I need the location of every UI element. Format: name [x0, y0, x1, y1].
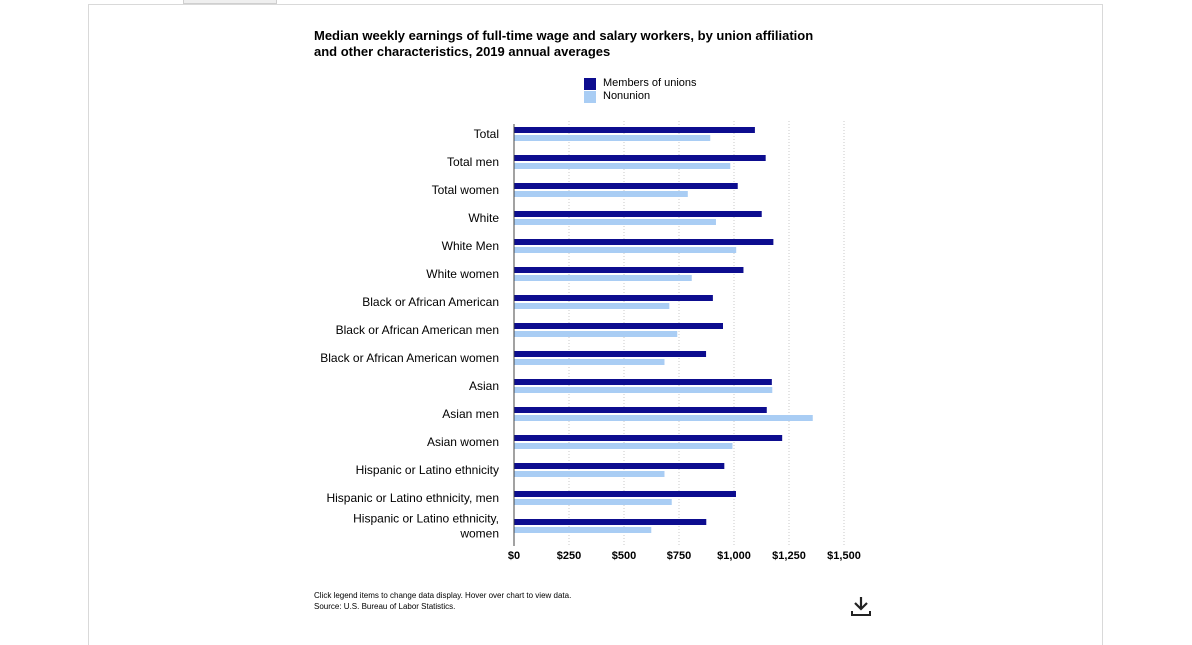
x-tick-label-1: $250: [557, 550, 581, 562]
category-label-asian-women: Asian women: [427, 435, 499, 449]
bar-nonunion-total[interactable]: [514, 135, 711, 141]
bar-nonunion-hispanic-or-latino-ethnicity[interactable]: [514, 471, 665, 477]
bar-members-of-unions-asian[interactable]: [514, 379, 772, 385]
legend-label-members-of-unions: Members of unions: [603, 77, 697, 89]
category-label-black-or-african-american-men: Black or African American men: [336, 323, 499, 337]
x-tick-label-0: $0: [508, 550, 520, 562]
chart-legend: Members of unions Nonunion: [584, 77, 697, 103]
bar-members-of-unions-white-men[interactable]: [514, 239, 774, 245]
bar-members-of-unions-white[interactable]: [514, 211, 762, 217]
bar-nonunion-asian-men[interactable]: [514, 415, 813, 421]
chart-title-line-2: and other characteristics, 2019 annual a…: [314, 44, 611, 59]
bar-nonunion-total-men[interactable]: [514, 163, 731, 169]
category-label-hispanic-or-latino-ethnicity-women-line-2: women: [459, 527, 499, 541]
category-label-total: Total: [474, 127, 499, 141]
bar-members-of-unions-white-women[interactable]: [514, 267, 744, 273]
bar-nonunion-black-or-african-american-men[interactable]: [514, 331, 678, 337]
x-tick-label-6: $1,500: [827, 550, 861, 562]
bar-members-of-unions-asian-women[interactable]: [514, 435, 783, 441]
x-tick-label-4: $1,000: [717, 550, 751, 562]
bar-members-of-unions-black-or-african-american-men[interactable]: [514, 323, 723, 329]
download-icon-glyph: [851, 597, 871, 616]
bar-nonunion-white-women[interactable]: [514, 275, 692, 281]
bar-members-of-unions-total-men[interactable]: [514, 155, 766, 161]
bar-chart[interactable]: Total Total men Total women White White Men W…: [0, 0, 1192, 620]
category-label-total-women: Total women: [432, 183, 499, 197]
chart-panel: [88, 4, 1103, 645]
legend-item-members-of-unions[interactable]: Members of unions: [584, 77, 697, 90]
bar-nonunion-hispanic-or-latino-ethnicity-women[interactable]: [514, 527, 652, 533]
bar-nonunion-asian[interactable]: [514, 387, 773, 393]
bar-nonunion-white-men[interactable]: [514, 247, 737, 253]
tab-stub[interactable]: [183, 0, 277, 4]
category-label-hispanic-or-latino-ethnicity: Hispanic or Latino ethnicity: [356, 463, 499, 477]
bar-nonunion-hispanic-or-latino-ethnicity-men[interactable]: [514, 499, 672, 505]
footnote-source: Source: U.S. Bureau of Labor Statistics.: [314, 602, 456, 611]
x-tick-label-2: $500: [612, 550, 636, 562]
category-label-asian: Asian: [469, 379, 499, 393]
bar-nonunion-black-or-african-american[interactable]: [514, 303, 670, 309]
bar-members-of-unions-hispanic-or-latino-ethnicity-women[interactable]: [514, 519, 707, 525]
category-label-black-or-african-american: Black or African American: [362, 295, 499, 309]
bar-members-of-unions-asian-men[interactable]: [514, 407, 767, 413]
category-label-white-men: White Men: [442, 239, 499, 253]
chart-title: Median weekly earnings of full-time wage…: [314, 28, 834, 60]
chart-title-line-1: Median weekly earnings of full-time wage…: [314, 28, 814, 43]
category-label-black-or-african-american-women: Black or African American women: [320, 351, 499, 365]
legend-swatch-members-of-unions: [584, 77, 596, 90]
bar-members-of-unions-black-or-african-american-women[interactable]: [514, 351, 707, 357]
bar-members-of-unions-total-women[interactable]: [514, 183, 738, 189]
legend-item-nonunion[interactable]: Nonunion: [584, 90, 697, 103]
bar-nonunion-total-women[interactable]: [514, 191, 688, 197]
category-label-asian-men: Asian men: [442, 407, 499, 421]
category-label-total-men: Total men: [447, 155, 499, 169]
chart-footnote: Click legend items to change data displa…: [314, 590, 571, 612]
bar-members-of-unions-hispanic-or-latino-ethnicity-men[interactable]: [514, 491, 736, 497]
category-label-white: White: [468, 211, 499, 225]
category-label-white-women: White women: [426, 267, 499, 281]
x-tick-label-5: $1,250: [772, 550, 806, 562]
bar-nonunion-white[interactable]: [514, 219, 716, 225]
bar-members-of-unions-total[interactable]: [514, 127, 755, 133]
x-tick-label-3: $750: [667, 550, 691, 562]
bar-members-of-unions-hispanic-or-latino-ethnicity[interactable]: [514, 463, 725, 469]
bar-members-of-unions-black-or-african-american[interactable]: [514, 295, 713, 301]
legend-swatch-nonunion: [584, 90, 596, 103]
legend-label-nonunion: Nonunion: [603, 90, 651, 102]
category-label-hispanic-or-latino-ethnicity-men: Hispanic or Latino ethnicity, men: [326, 491, 499, 505]
download-icon[interactable]: [849, 594, 873, 618]
category-label-hispanic-or-latino-ethnicity-women-line-1: Hispanic or Latino ethnicity,: [353, 512, 499, 526]
footnote-instructions: Click legend items to change data displa…: [314, 591, 572, 600]
bar-nonunion-black-or-african-american-women[interactable]: [514, 359, 665, 365]
bar-nonunion-asian-women[interactable]: [514, 443, 733, 449]
